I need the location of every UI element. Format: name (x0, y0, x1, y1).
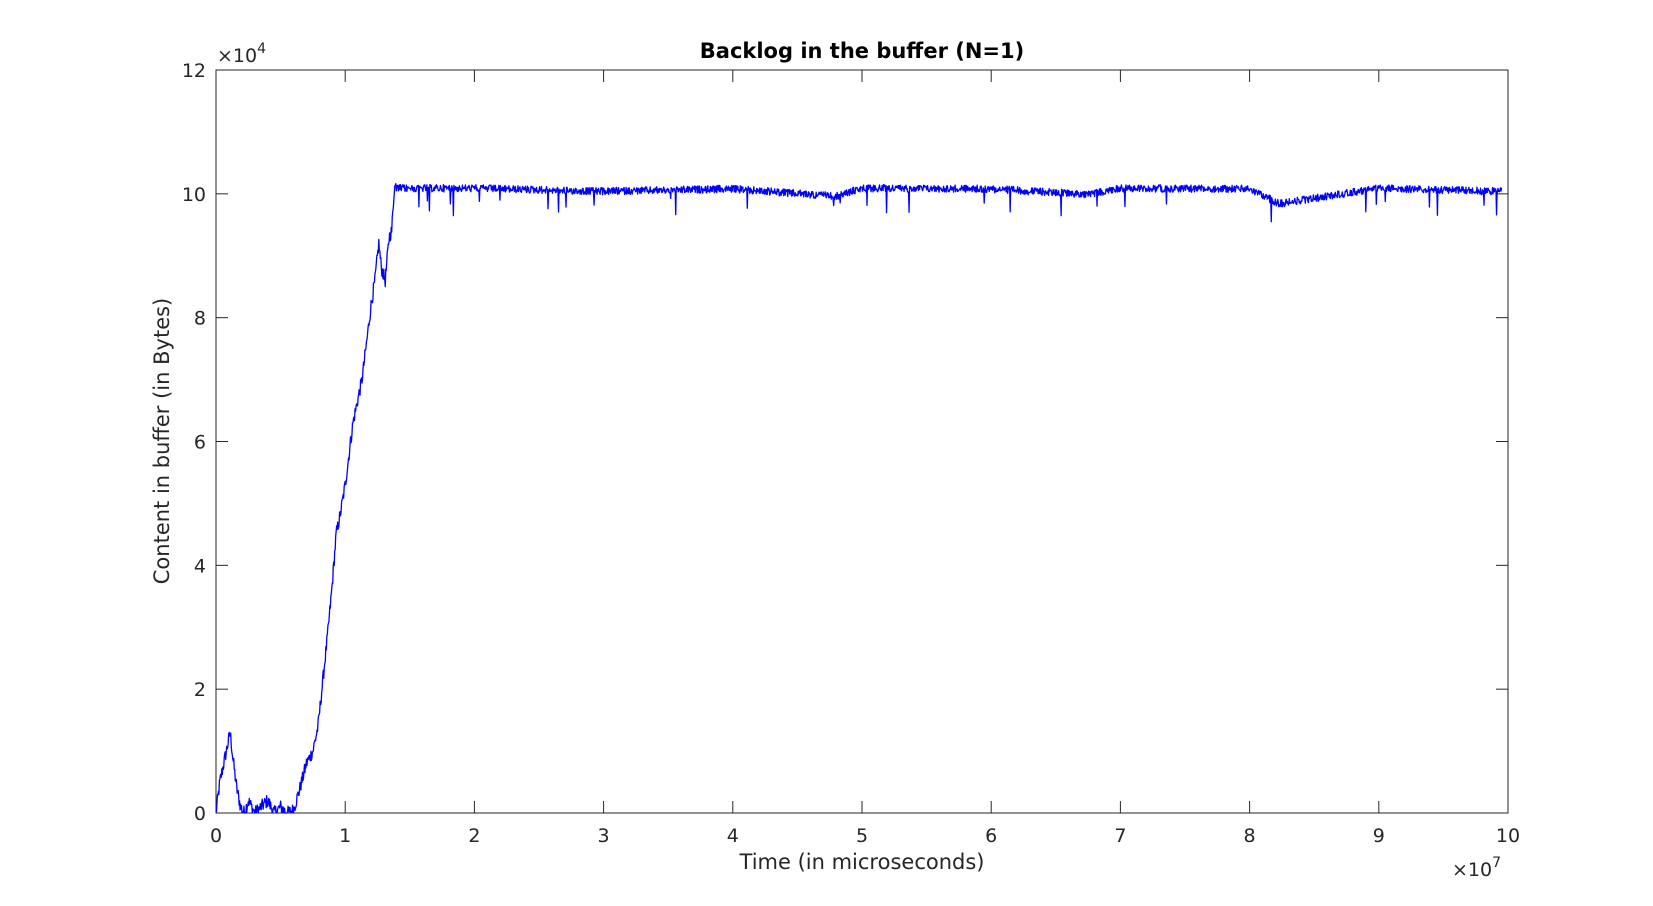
series-line-backlog (215, 182, 1503, 814)
axis-ticks (215, 69, 1509, 814)
x-axis-label: Time (in microseconds) (739, 850, 985, 874)
y-tick-label: 8 (194, 308, 206, 330)
x-tick-label: 8 (1244, 825, 1256, 847)
y-axis-exponent: ×104 (217, 41, 266, 67)
y-tick-label: 12 (182, 60, 206, 82)
y-tick-label: 10 (182, 184, 206, 206)
chart-title: Backlog in the buffer (N=1) (700, 39, 1024, 63)
x-tick-label: 7 (1114, 825, 1126, 847)
x-tick-label: 0 (210, 825, 222, 847)
y-tick-label: 6 (194, 432, 206, 454)
y-exponent-base: ×10 (217, 45, 257, 67)
x-exponent-power: 7 (1492, 855, 1501, 871)
plot-area (215, 69, 1509, 814)
y-exponent-power: 4 (257, 41, 266, 57)
x-axis-exponent: ×107 (1452, 855, 1501, 881)
x-tick-label: 6 (985, 825, 997, 847)
x-tick-label: 9 (1373, 825, 1385, 847)
x-tick-label: 10 (1496, 825, 1520, 847)
x-tick-label: 2 (468, 825, 480, 847)
x-tick-label: 5 (856, 825, 868, 847)
x-tick-label: 1 (339, 825, 351, 847)
x-exponent-base: ×10 (1452, 859, 1492, 881)
y-tick-label: 0 (194, 803, 206, 825)
y-tick-label: 4 (194, 555, 206, 577)
y-axis-label: Content in buffer (in Bytes) (150, 298, 174, 584)
svg-text:×107: ×107 (1452, 855, 1501, 881)
x-tick-label: 3 (598, 825, 610, 847)
x-tick-label: 4 (727, 825, 739, 847)
y-tick-label: 2 (194, 679, 206, 701)
svg-text:×104: ×104 (217, 41, 266, 67)
